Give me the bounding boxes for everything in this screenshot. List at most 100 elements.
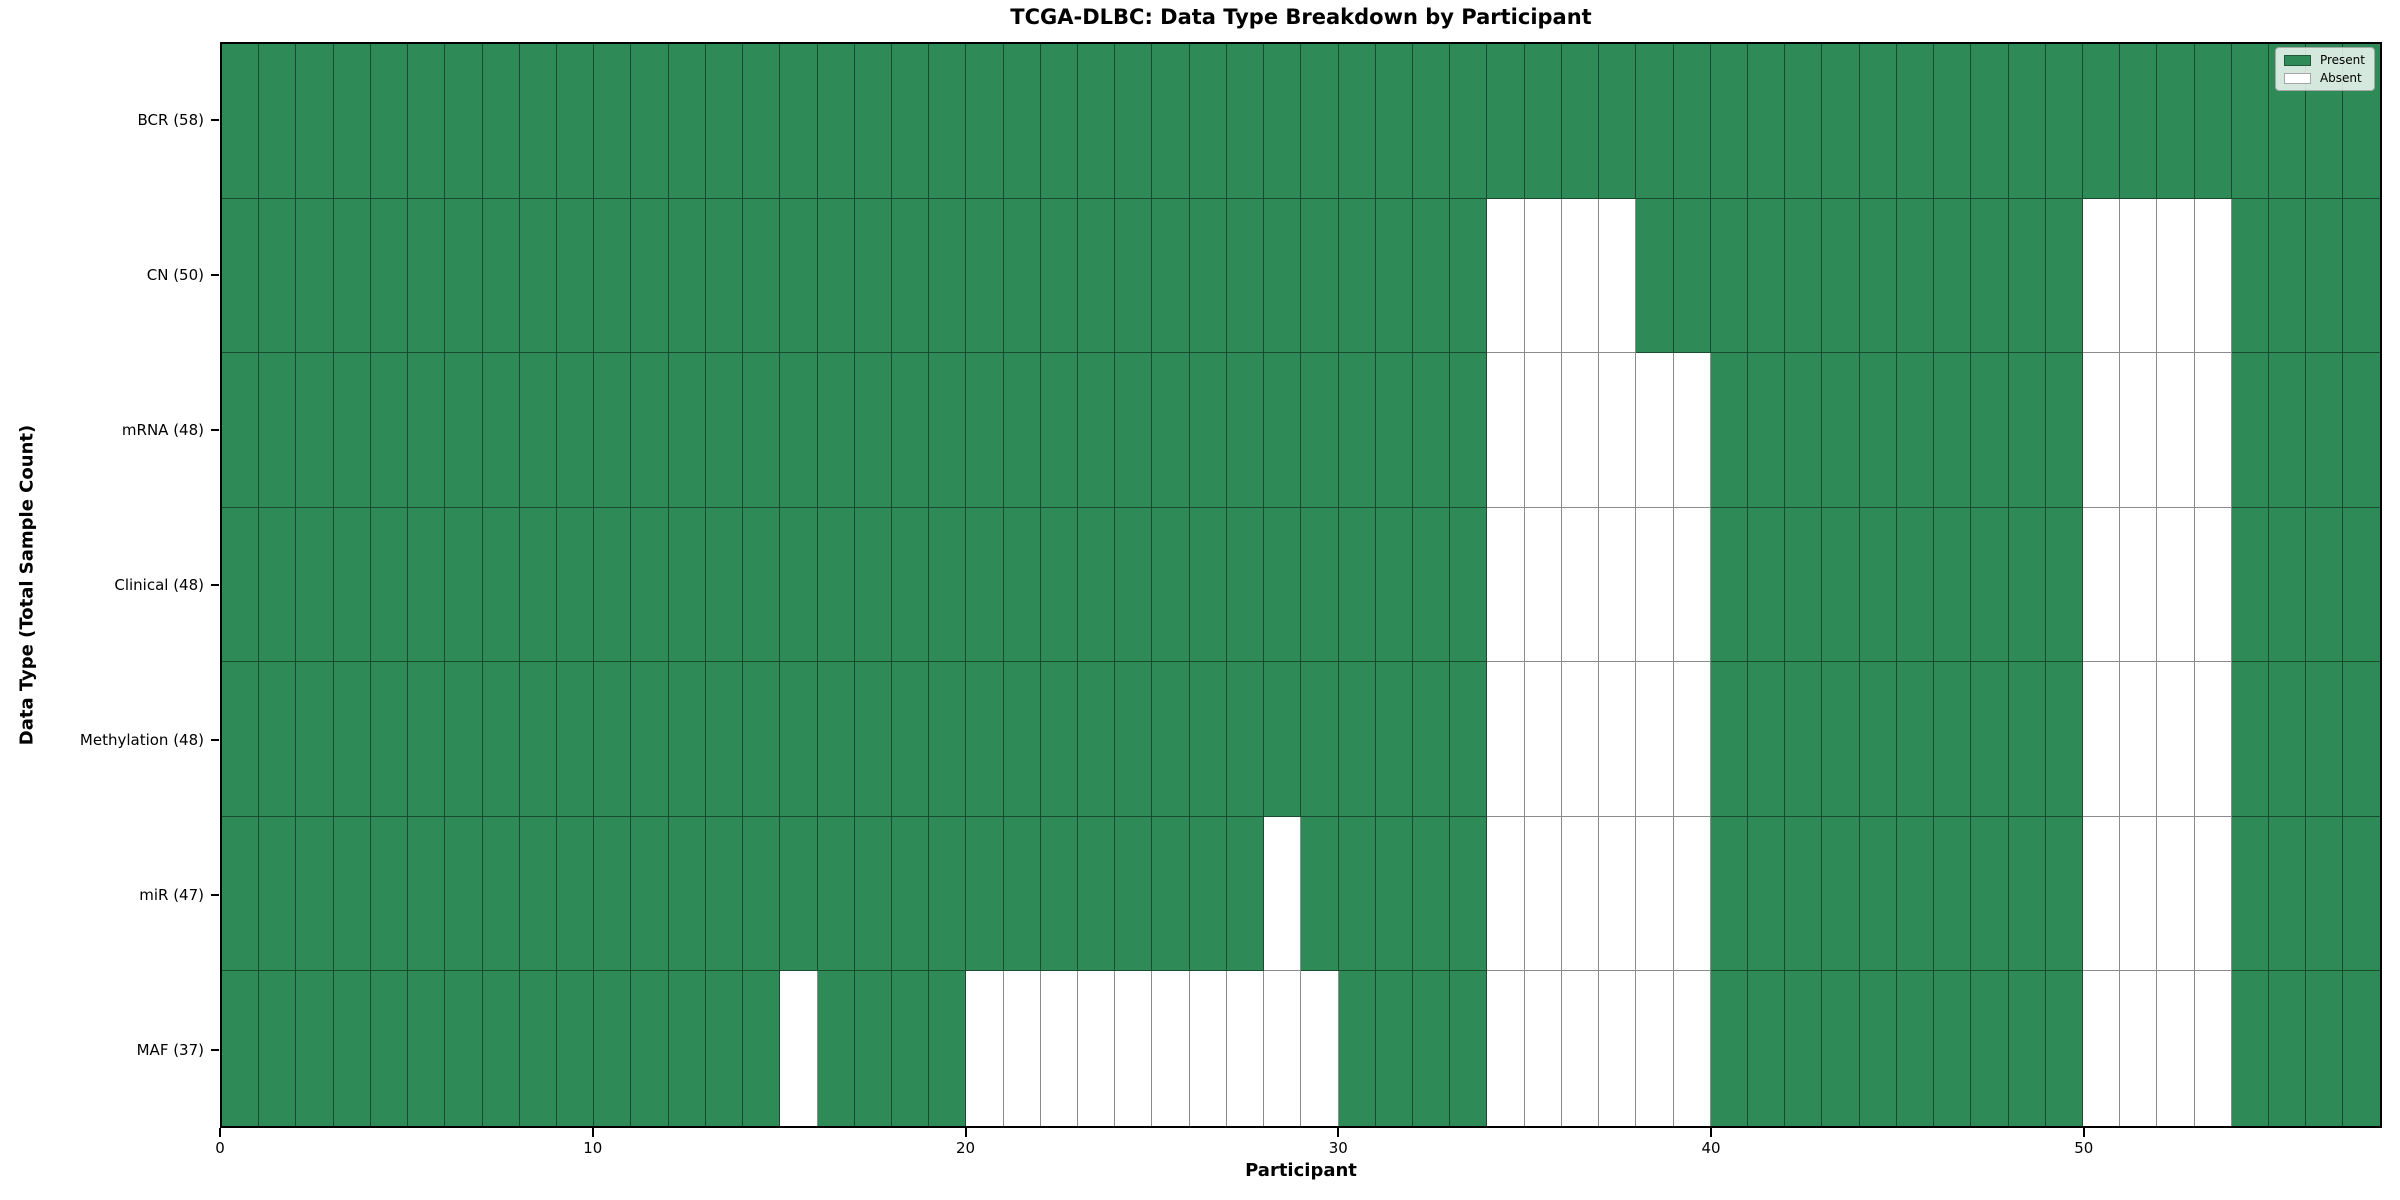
heatmap-cell (333, 507, 371, 663)
heatmap-cell (408, 198, 446, 354)
y-tick-mark (211, 428, 219, 431)
heatmap-cell (1301, 353, 1339, 508)
heatmap-cell (1301, 44, 1339, 199)
heatmap-cell (854, 662, 892, 817)
heatmap-cell (1115, 971, 1153, 1127)
heatmap-cell (966, 816, 1004, 972)
heatmap-cell (2082, 971, 2121, 1127)
heatmap-cell (1375, 662, 1413, 817)
heatmap-cell (2120, 198, 2158, 354)
heatmap-cell (2269, 507, 2307, 663)
heatmap-cell (370, 662, 409, 817)
y-tick-label: BCR (58) (137, 110, 204, 129)
x-tick-label: 30 (1328, 1139, 1348, 1157)
heatmap-cell (1189, 44, 1227, 199)
heatmap-cell (817, 44, 855, 199)
heatmap-cell (780, 662, 818, 817)
heatmap-cell (2269, 353, 2307, 508)
heatmap-cell (1785, 971, 1823, 1127)
heatmap-cell (1561, 507, 1600, 663)
heatmap-cell (1859, 507, 1897, 663)
heatmap-cell (1264, 816, 1302, 972)
x-tick-label: 50 (2074, 1139, 2094, 1157)
heatmap-cell (2269, 816, 2307, 972)
heatmap-cell (1636, 971, 1674, 1127)
heatmap-cell (1896, 198, 1935, 354)
heatmap-cell (370, 198, 409, 354)
heatmap-cell (854, 507, 892, 663)
heatmap-cell (556, 662, 595, 817)
heatmap-cell (2194, 353, 2232, 508)
heatmap-cell (1450, 662, 1488, 817)
heatmap-cell (556, 353, 595, 508)
heatmap-cell (2082, 353, 2121, 508)
y-tick-mark (211, 894, 219, 897)
heatmap-cell (1152, 198, 1190, 354)
heatmap-cell (929, 44, 967, 199)
heatmap-cell (2306, 971, 2344, 1127)
heatmap-cell (1561, 198, 1600, 354)
heatmap-cell (1599, 198, 1637, 354)
heatmap-cell (631, 44, 669, 199)
heatmap-cell (1450, 353, 1488, 508)
heatmap-cell (2343, 816, 2380, 972)
heatmap-cell (1710, 971, 1748, 1127)
heatmap-cell (817, 816, 855, 972)
heatmap-cell (1264, 198, 1302, 354)
y-tick-mark (211, 584, 219, 586)
heatmap-cell (1040, 507, 1079, 663)
heatmap-cell (891, 816, 930, 972)
heatmap-cell (296, 816, 334, 972)
heatmap-cell (370, 353, 409, 508)
heatmap-cell (2082, 662, 2121, 817)
heatmap-cell (854, 971, 892, 1127)
heatmap-cell (1040, 816, 1079, 972)
heatmap-cell (1859, 353, 1897, 508)
heatmap-cell (2306, 507, 2344, 663)
heatmap-cell (2157, 44, 2195, 199)
heatmap-cell (1487, 662, 1525, 817)
heatmap-cell (2231, 507, 2270, 663)
heatmap-cell (333, 816, 371, 972)
heatmap-cell (1078, 198, 1116, 354)
heatmap-cell (668, 353, 706, 508)
heatmap-cell (1226, 353, 1265, 508)
heatmap-cell (817, 353, 855, 508)
heatmap-cell (1561, 44, 1600, 199)
heatmap-cell (259, 198, 297, 354)
heatmap-cell (1152, 507, 1190, 663)
heatmap-cell (1375, 507, 1413, 663)
heatmap-cell (1636, 662, 1674, 817)
heatmap-cell (296, 198, 334, 354)
heatmap-cell (2008, 816, 2046, 972)
heatmap-cell (668, 507, 706, 663)
heatmap-cell (1822, 198, 1860, 354)
heatmap-cell (1636, 198, 1674, 354)
heatmap-cell (929, 971, 967, 1127)
heatmap-cell (1710, 44, 1748, 199)
heatmap-cell (1524, 662, 1562, 817)
heatmap-cell (1599, 44, 1637, 199)
heatmap-cell (1226, 971, 1265, 1127)
heatmap-cell (1636, 816, 1674, 972)
heatmap-cell (1673, 662, 1711, 817)
heatmap-cell (1078, 44, 1116, 199)
heatmap-row-maf (222, 971, 2380, 1127)
heatmap-cell (1413, 507, 1451, 663)
heatmap-cell (408, 662, 446, 817)
heatmap-cell (445, 44, 483, 199)
heatmap-cell (2306, 353, 2344, 508)
heatmap-cell (2231, 816, 2270, 972)
heatmap-cell (2157, 198, 2195, 354)
heatmap-cell (1859, 44, 1897, 199)
heatmap-cell (1450, 816, 1488, 972)
heatmap-cell (2082, 507, 2121, 663)
heatmap-cell (1450, 971, 1488, 1127)
heatmap-cell (333, 44, 371, 199)
heatmap-cell (1822, 44, 1860, 199)
heatmap-cell (743, 816, 781, 972)
heatmap-cell (1003, 971, 1041, 1127)
y-tick-label: mRNA (48) (121, 420, 204, 439)
heatmap-cell (333, 353, 371, 508)
heatmap-cell (370, 44, 409, 199)
